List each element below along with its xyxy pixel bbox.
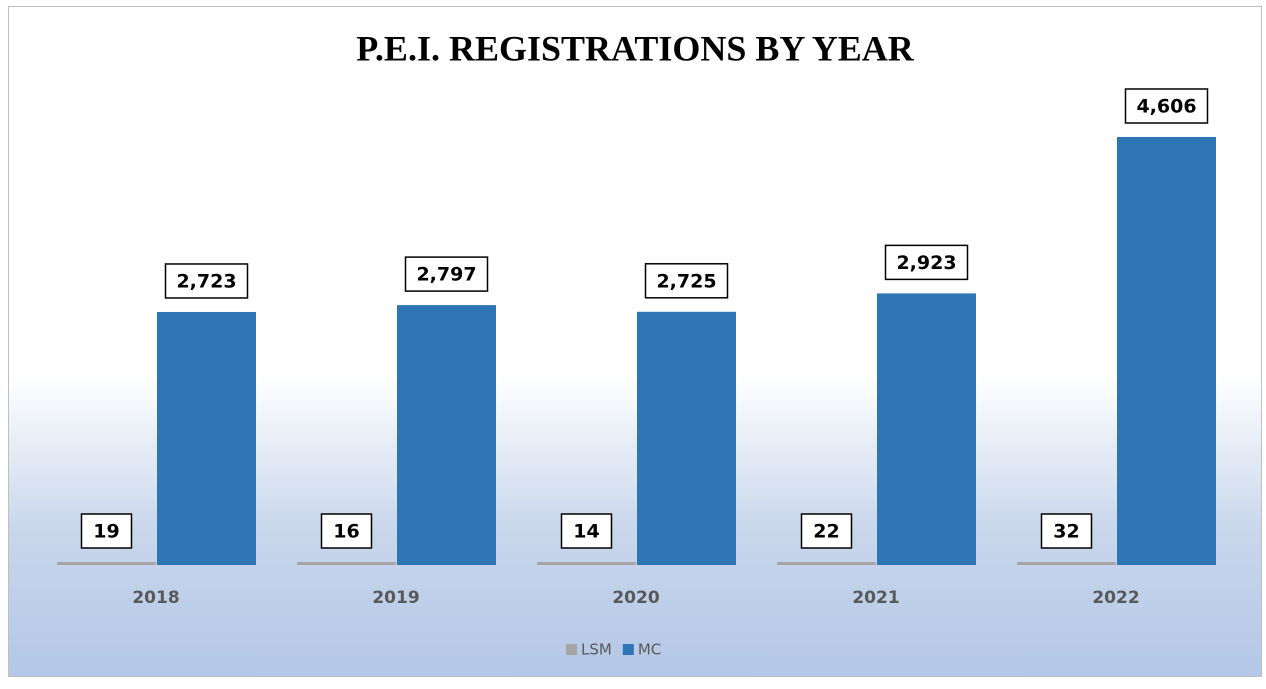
x-tick-label: 2020	[612, 588, 659, 608]
legend-swatch	[566, 644, 577, 655]
bar	[1017, 562, 1116, 565]
value-label: 19	[93, 521, 119, 543]
bar	[57, 562, 156, 565]
bar	[637, 311, 736, 565]
value-label: 22	[813, 521, 839, 543]
value-label: 14	[573, 521, 599, 543]
value-label: 4,606	[1136, 96, 1196, 118]
value-label-box	[644, 263, 729, 299]
value-label: 2,723	[176, 270, 236, 292]
x-tick-label: 2018	[132, 588, 179, 608]
value-label-box	[1124, 88, 1209, 124]
value-label-box	[320, 513, 373, 549]
value-label: 2,725	[656, 270, 716, 292]
legend-label: LSM	[581, 641, 612, 659]
bar	[297, 562, 396, 565]
value-label-box	[884, 244, 969, 281]
value-label-box	[560, 513, 613, 549]
legend-swatch	[622, 644, 634, 655]
value-label-box	[1040, 513, 1093, 549]
bar	[877, 293, 976, 565]
value-label-box	[164, 263, 249, 299]
chart-title: P.E.I. REGISTRATIONS BY YEAR	[356, 28, 914, 68]
bar	[397, 305, 496, 565]
value-label: 2,797	[416, 264, 476, 286]
value-label-box	[80, 513, 133, 549]
x-tick-label: 2019	[372, 588, 419, 608]
bar	[777, 562, 876, 565]
x-tick-label: 2022	[1092, 588, 1139, 608]
value-label-box	[404, 256, 489, 292]
bar	[1117, 137, 1216, 565]
bar	[537, 562, 636, 565]
value-label: 32	[1053, 521, 1079, 543]
bar	[157, 311, 256, 565]
x-tick-label: 2021	[852, 588, 899, 608]
legend-label: MC	[638, 641, 661, 659]
value-label-box	[800, 513, 853, 549]
value-label: 2,923	[896, 252, 956, 274]
value-label: 16	[333, 521, 359, 543]
